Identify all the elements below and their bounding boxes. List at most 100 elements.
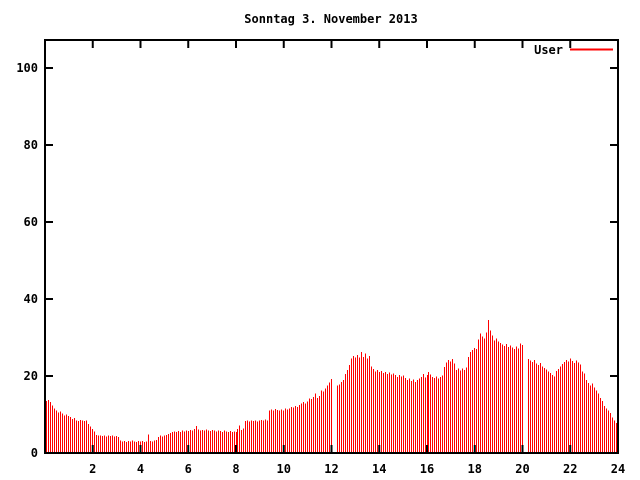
bar bbox=[70, 417, 72, 453]
bar bbox=[598, 393, 600, 453]
bar bbox=[604, 406, 606, 453]
x-tick-label: 10 bbox=[277, 462, 291, 476]
bar bbox=[134, 441, 136, 453]
bar bbox=[255, 420, 257, 453]
bar bbox=[86, 420, 88, 453]
x-tick-label: 22 bbox=[563, 462, 577, 476]
bar bbox=[323, 391, 325, 453]
bar bbox=[381, 370, 383, 453]
x-tick-label: 20 bbox=[515, 462, 529, 476]
bar bbox=[273, 410, 275, 453]
bar bbox=[552, 374, 554, 453]
bar bbox=[345, 374, 347, 453]
bar bbox=[580, 364, 582, 453]
bar bbox=[80, 419, 82, 453]
bar bbox=[275, 409, 277, 453]
bar bbox=[56, 410, 58, 453]
bar bbox=[329, 382, 331, 453]
bar bbox=[245, 421, 247, 453]
bar bbox=[405, 377, 407, 453]
bar bbox=[118, 436, 120, 453]
legend-user-label: User bbox=[534, 43, 563, 57]
bar bbox=[347, 370, 349, 453]
bar bbox=[186, 430, 188, 453]
bar bbox=[92, 429, 94, 453]
x-tick-label: 6 bbox=[185, 462, 192, 476]
bar bbox=[389, 372, 391, 453]
bar bbox=[556, 370, 558, 453]
bar bbox=[285, 408, 287, 453]
bar bbox=[351, 358, 353, 453]
bar bbox=[606, 408, 608, 453]
bar bbox=[170, 432, 172, 453]
bar bbox=[432, 376, 434, 453]
bar bbox=[504, 345, 506, 453]
bar bbox=[60, 411, 62, 453]
bar bbox=[88, 424, 90, 453]
bar bbox=[236, 432, 238, 453]
bar bbox=[602, 401, 604, 453]
bar bbox=[90, 426, 92, 453]
y-tick-label: 80 bbox=[24, 138, 38, 152]
bar bbox=[532, 362, 534, 453]
bar bbox=[293, 407, 295, 453]
bar bbox=[486, 332, 488, 453]
bar bbox=[428, 372, 430, 453]
bar bbox=[259, 420, 261, 453]
bar bbox=[518, 348, 520, 453]
bar bbox=[112, 435, 114, 453]
bar bbox=[341, 381, 343, 453]
bar bbox=[72, 419, 74, 453]
bar bbox=[62, 413, 64, 453]
bar bbox=[446, 362, 448, 453]
bar bbox=[156, 439, 158, 453]
bar bbox=[232, 431, 234, 453]
bar bbox=[128, 441, 130, 453]
bar bbox=[417, 380, 419, 453]
bar bbox=[490, 330, 492, 453]
bar bbox=[530, 360, 532, 453]
bar bbox=[251, 420, 253, 453]
bar bbox=[210, 431, 212, 453]
bar bbox=[214, 430, 216, 453]
bar bbox=[359, 357, 361, 453]
bar bbox=[403, 375, 405, 453]
bar bbox=[108, 435, 110, 453]
bar bbox=[104, 435, 106, 453]
bar bbox=[492, 335, 494, 453]
bar bbox=[395, 375, 397, 453]
bar bbox=[281, 409, 283, 453]
bar bbox=[176, 432, 178, 453]
bar bbox=[271, 409, 273, 453]
bar bbox=[413, 379, 415, 453]
bar bbox=[480, 333, 482, 453]
bar bbox=[331, 379, 333, 453]
bar bbox=[94, 431, 96, 453]
bar bbox=[586, 379, 588, 453]
bar bbox=[224, 430, 226, 453]
bar bbox=[283, 410, 285, 453]
bar bbox=[257, 421, 259, 453]
bar bbox=[353, 355, 355, 453]
bar bbox=[421, 376, 423, 453]
bar bbox=[375, 371, 377, 453]
bar bbox=[194, 429, 196, 453]
bar bbox=[361, 352, 363, 453]
bar bbox=[222, 431, 224, 453]
bar bbox=[239, 425, 241, 453]
bar bbox=[458, 368, 460, 453]
bar bbox=[247, 420, 249, 453]
bar bbox=[423, 374, 425, 453]
bar bbox=[596, 390, 598, 453]
bar bbox=[377, 370, 379, 453]
bar bbox=[319, 396, 321, 453]
y-tick-label: 40 bbox=[24, 292, 38, 306]
bar bbox=[168, 434, 170, 453]
bar bbox=[82, 420, 84, 453]
bar bbox=[440, 377, 442, 453]
bar bbox=[496, 338, 498, 453]
bar bbox=[536, 363, 538, 453]
bar bbox=[373, 369, 375, 453]
bar bbox=[162, 436, 164, 453]
